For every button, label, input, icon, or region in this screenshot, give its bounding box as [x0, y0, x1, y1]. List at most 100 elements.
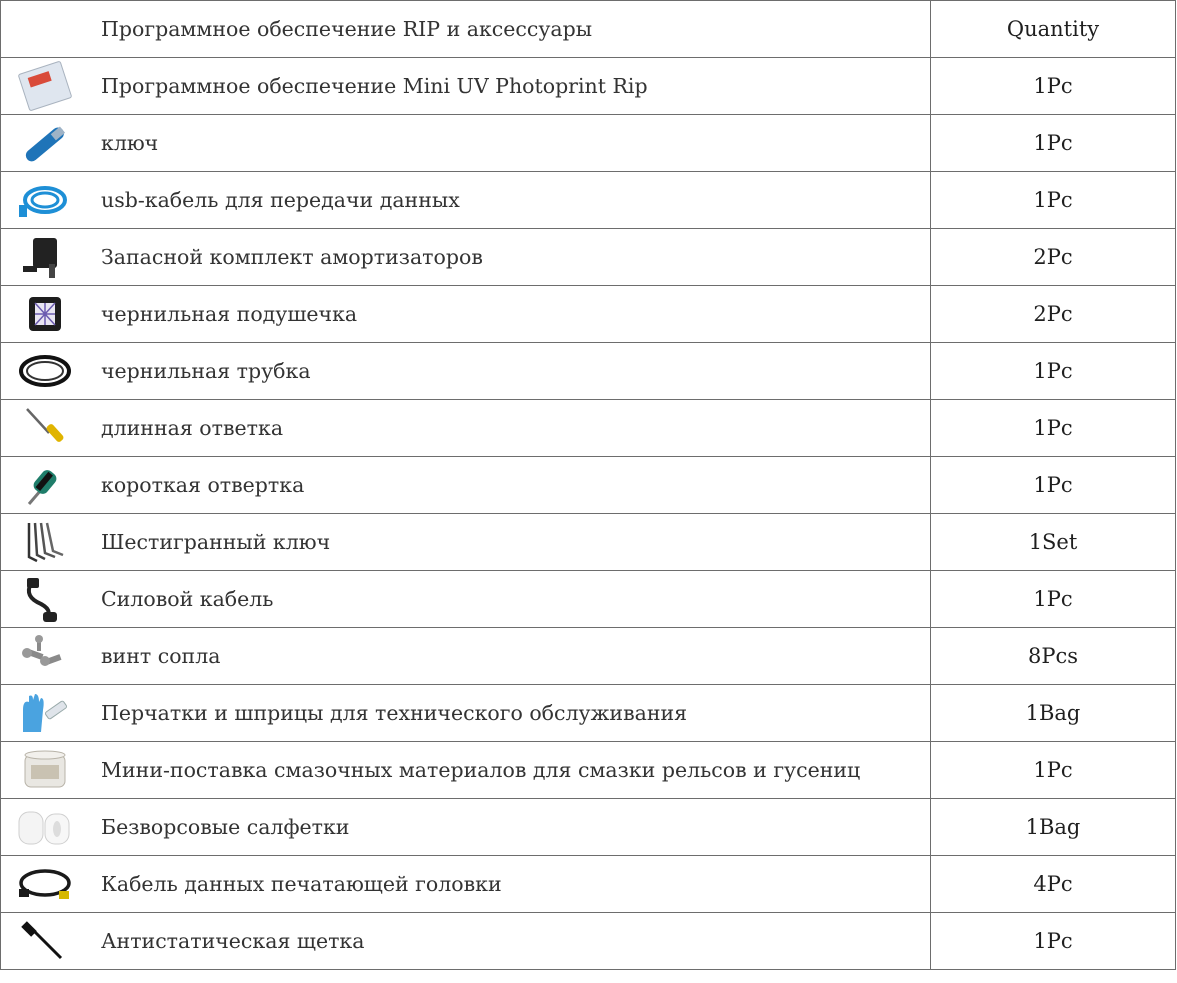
item-cell: Запасной комплект амортизаторов	[0, 228, 931, 286]
item-name: чернильная трубка	[101, 359, 311, 383]
item-name-wrap: винт сопла	[1, 628, 930, 684]
quantity-cell: 1Pc	[930, 741, 1176, 799]
item-cell: Шестигранный ключ	[0, 513, 931, 571]
table-header-row: Программное обеспечение RIP и аксессуары…	[0, 0, 1176, 58]
item-name: винт сопла	[101, 644, 221, 668]
item-quantity: 1Pc	[1033, 74, 1073, 98]
power-cable-icon	[13, 573, 77, 625]
item-name-wrap: Перчатки и шприцы для технического обслу…	[1, 685, 930, 741]
item-quantity: 2Pc	[1033, 302, 1073, 326]
item-name: Программное обеспечение Mini UV Photopri…	[101, 74, 648, 98]
nozzle-screw-icon	[13, 630, 77, 682]
item-quantity: 1Pc	[1033, 188, 1073, 212]
item-cell: Программное обеспечение Mini UV Photopri…	[0, 57, 931, 115]
item-name: Мини-поставка смазочных материалов для с…	[101, 758, 861, 782]
item-quantity: 1Pc	[1033, 416, 1073, 440]
quantity-cell: 1Pc	[930, 171, 1176, 229]
quantity-cell: 2Pc	[930, 228, 1176, 286]
ink-pad-icon	[13, 288, 77, 340]
item-quantity: 1Bag	[1025, 815, 1081, 839]
table-row: короткая отвертка 1Pc	[0, 456, 1176, 514]
item-name-wrap: Безворсовые салфетки	[1, 799, 930, 855]
quantity-cell: 1Set	[930, 513, 1176, 571]
usb-cable-icon	[13, 174, 77, 226]
item-name-wrap: Кабель данных печатающей головки	[1, 856, 930, 912]
table-row: usb-кабель для передачи данных 1Pc	[0, 171, 1176, 229]
table-row: Шестигранный ключ 1Set	[0, 513, 1176, 571]
item-cell: Мини-поставка смазочных материалов для с…	[0, 741, 931, 799]
table-row: Перчатки и шприцы для технического обслу…	[0, 684, 1176, 742]
table-row: чернильная подушечка 2Pc	[0, 285, 1176, 343]
item-name: длинная ответка	[101, 416, 284, 440]
item-name-wrap: короткая отвертка	[1, 457, 930, 513]
quantity-cell: 8Pcs	[930, 627, 1176, 685]
item-name: Запасной комплект амортизаторов	[101, 245, 483, 269]
quantity-cell: 1Pc	[930, 456, 1176, 514]
item-name-wrap: длинная ответка	[1, 400, 930, 456]
item-quantity: 1Pc	[1033, 473, 1073, 497]
item-quantity: 4Pc	[1033, 872, 1073, 896]
table-row: Антистатическая щетка 1Pc	[0, 912, 1176, 970]
item-name-wrap: Мини-поставка смазочных материалов для с…	[1, 742, 930, 798]
item-quantity: 8Pcs	[1027, 644, 1079, 668]
item-cell: usb-кабель для передачи данных	[0, 171, 931, 229]
table-row: винт сопла 8Pcs	[0, 627, 1176, 685]
item-name-wrap: ключ	[1, 115, 930, 171]
damper-icon	[13, 231, 77, 283]
ink-tube-icon	[13, 345, 77, 397]
item-name: Перчатки и шприцы для технического обслу…	[101, 701, 688, 725]
item-cell: Кабель данных печатающей головки	[0, 855, 931, 913]
table-row: Кабель данных печатающей головки 4Pc	[0, 855, 1176, 913]
item-cell: ключ	[0, 114, 931, 172]
quantity-cell: 2Pc	[930, 285, 1176, 343]
item-name: ключ	[101, 131, 159, 155]
item-cell: Антистатическая щетка	[0, 912, 931, 970]
item-cell: винт сопла	[0, 627, 931, 685]
item-name-wrap: Силовой кабель	[1, 571, 930, 627]
item-name-wrap: usb-кабель для передачи данных	[1, 172, 930, 228]
item-name-wrap: Шестигранный ключ	[1, 514, 930, 570]
item-name-wrap: Запасной комплект амортизаторов	[1, 229, 930, 285]
quantity-cell: 1Pc	[930, 57, 1176, 115]
item-quantity: 1Pc	[1033, 758, 1073, 782]
item-name: чернильная подушечка	[101, 302, 358, 326]
header-item-label: Программное обеспечение RIP и аксессуары	[101, 17, 593, 41]
item-cell: Безворсовые салфетки	[0, 798, 931, 856]
item-quantity: 1Bag	[1025, 701, 1081, 725]
item-quantity: 1Pc	[1033, 359, 1073, 383]
item-quantity: 2Pc	[1033, 245, 1073, 269]
item-name-wrap: Программное обеспечение Mini UV Photopri…	[1, 58, 930, 114]
item-cell: Силовой кабель	[0, 570, 931, 628]
antistatic-brush-icon	[13, 915, 77, 967]
item-cell: Перчатки и шприцы для технического обслу…	[0, 684, 931, 742]
table-row: Мини-поставка смазочных материалов для с…	[0, 741, 1176, 799]
quantity-cell: 1Bag	[930, 798, 1176, 856]
quantity-cell: 1Pc	[930, 912, 1176, 970]
table-row: Силовой кабель 1Pc	[0, 570, 1176, 628]
item-cell: чернильная трубка	[0, 342, 931, 400]
quantity-cell: 1Pc	[930, 399, 1176, 457]
quantity-cell: 1Bag	[930, 684, 1176, 742]
item-cell: короткая отвертка	[0, 456, 931, 514]
item-name-wrap: чернильная трубка	[1, 343, 930, 399]
short-screwdriver-icon	[13, 459, 77, 511]
gloves-syringe-icon	[13, 687, 77, 739]
long-screwdriver-icon	[13, 402, 77, 454]
item-cell: длинная ответка	[0, 399, 931, 457]
software-package-icon	[13, 60, 77, 112]
table-row: Безворсовые салфетки 1Bag	[0, 798, 1176, 856]
table-row: Программное обеспечение Mini UV Photopri…	[0, 57, 1176, 115]
item-name: Антистатическая щетка	[101, 929, 365, 953]
header-quantity-cell: Quantity	[930, 0, 1176, 58]
item-name: usb-кабель для передачи данных	[101, 188, 460, 212]
header-item-cell: Программное обеспечение RIP и аксессуары	[0, 0, 931, 58]
table-row: длинная ответка 1Pc	[0, 399, 1176, 457]
header-quantity-label: Quantity	[1006, 17, 1100, 41]
item-name: короткая отвертка	[101, 473, 305, 497]
table-row: ключ 1Pc	[0, 114, 1176, 172]
table-row: Запасной комплект амортизаторов 2Pc	[0, 228, 1176, 286]
item-name: Силовой кабель	[101, 587, 274, 611]
item-name-wrap: Антистатическая щетка	[1, 913, 930, 969]
table-body: Программное обеспечение Mini UV Photopri…	[0, 57, 1176, 970]
grease-jar-icon	[13, 744, 77, 796]
